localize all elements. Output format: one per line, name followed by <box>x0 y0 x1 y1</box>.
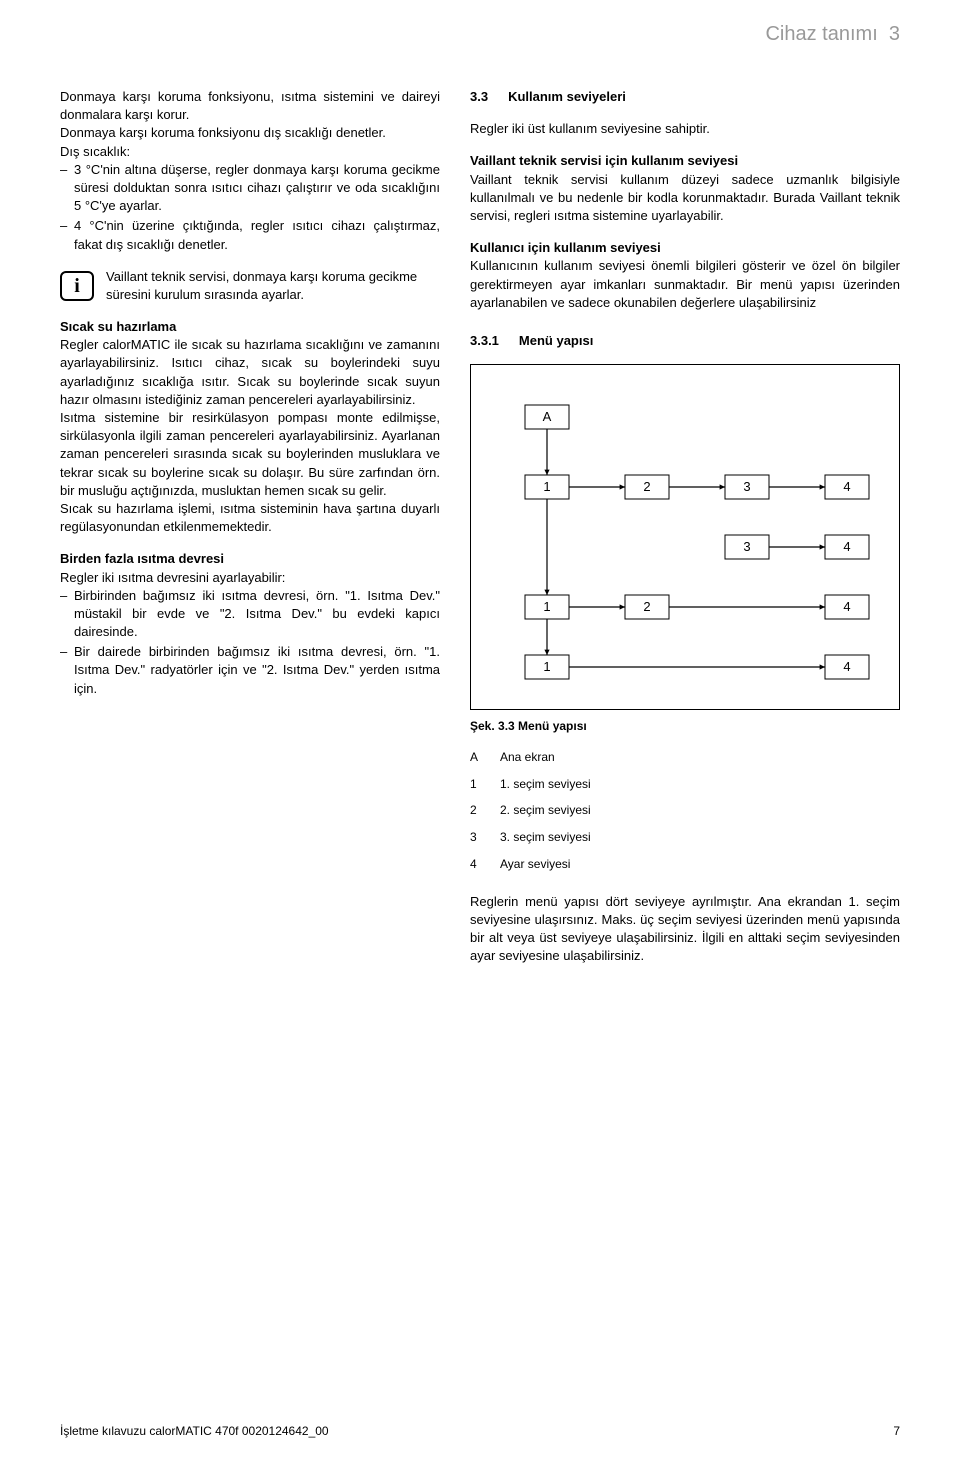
text: Birbirinden bağımsız iki ısıtma devresi,… <box>74 587 440 642</box>
text: Dış sıcaklık: <box>60 144 130 159</box>
text: Sıcak su hazırlama işlemi, ısıtma sistem… <box>60 501 440 534</box>
figure-caption: Şek. 3.3 Menü yapısı <box>470 718 900 735</box>
legend-row: 1 1. seçim seviyesi <box>470 776 900 793</box>
page-footer: İşletme kılavuzu calorMATIC 470f 0020124… <box>60 1423 900 1440</box>
info-text: Vaillant teknik servisi, donmaya karşı k… <box>106 268 440 304</box>
subheading: Vaillant teknik servisi için kullanım se… <box>470 152 900 170</box>
footer-page-num: 7 <box>893 1423 900 1440</box>
para: Donmaya karşı koruma fonksiyonu, ısıtma … <box>60 88 440 254</box>
dash: – <box>60 161 74 216</box>
legend-key: 1 <box>470 776 484 793</box>
legend-key: A <box>470 749 484 766</box>
svg-text:2: 2 <box>643 599 650 614</box>
section-heading: 3.3 Kullanım seviyeleri <box>470 88 900 106</box>
para: Birden fazla ısıtma devresi Regler iki ı… <box>60 550 440 698</box>
list-item: – Birbirinden bağımsız iki ısıtma devres… <box>60 587 440 642</box>
svg-text:4: 4 <box>843 599 850 614</box>
text: Donmaya karşı koruma fonksiyonu, ısıtma … <box>60 89 440 122</box>
svg-text:1: 1 <box>543 479 550 494</box>
legend-row: 3 3. seçim seviyesi <box>470 829 900 846</box>
svg-text:2: 2 <box>643 479 650 494</box>
dash: – <box>60 217 74 253</box>
para: Sıcak su hazırlama Regler calorMATIC ile… <box>60 318 440 536</box>
para: Regler iki üst kullanım seviyesine sahip… <box>470 120 900 138</box>
content-area: Donmaya karşı koruma fonksiyonu, ısıtma … <box>0 58 960 980</box>
dash: – <box>60 587 74 642</box>
legend-value: 1. seçim seviyesi <box>500 776 591 793</box>
para: Kullanıcı için kullanım seviyesi Kullanı… <box>470 239 900 312</box>
text: Donmaya karşı koruma fonksiyonu dış sıca… <box>60 125 386 140</box>
list-item: – 4 °C'nin üzerine çıktığında, regler ıs… <box>60 217 440 253</box>
legend-key: 3 <box>470 829 484 846</box>
legend-row: A Ana ekran <box>470 749 900 766</box>
para: Vaillant teknik servisi için kullanım se… <box>470 152 900 225</box>
diagram-svg: A 1 2 3 4 3 4 1 2 4 1 4 <box>485 385 885 695</box>
legend-value: 3. seçim seviyesi <box>500 829 591 846</box>
svg-text:A: A <box>543 409 552 424</box>
info-box: i Vaillant teknik servisi, donmaya karşı… <box>60 268 440 304</box>
legend-value: Ana ekran <box>500 749 555 766</box>
subheading: Birden fazla ısıtma devresi <box>60 550 440 568</box>
info-icon: i <box>60 271 94 301</box>
text: Regler iki ısıtma devresini ayarlayabili… <box>60 570 285 585</box>
text: Vaillant teknik servisi kullanım düzeyi … <box>470 172 900 223</box>
text: 4 °C'nin üzerine çıktığında, regler ısıt… <box>74 217 440 253</box>
para: Reglerin menü yapısı dört seviyeye ayrıl… <box>470 893 900 966</box>
section-num: 3.3 <box>470 88 488 106</box>
svg-text:3: 3 <box>743 479 750 494</box>
text: Kullanıcının kullanım seviyesi önemli bi… <box>470 258 900 309</box>
list-item: – Bir dairede birbirinden bağımsız iki ı… <box>60 643 440 698</box>
svg-text:3: 3 <box>743 539 750 554</box>
svg-text:4: 4 <box>843 659 850 674</box>
svg-text:4: 4 <box>843 539 850 554</box>
legend-key: 2 <box>470 802 484 819</box>
text: Isıtma sistemine bir resirkülasyon pompa… <box>60 410 440 498</box>
diagram-legend: A Ana ekran 1 1. seçim seviyesi 2 2. seçim se… <box>470 749 900 873</box>
right-column: 3.3 Kullanım seviyeleri Regler iki üst k… <box>470 88 900 980</box>
svg-text:1: 1 <box>543 659 550 674</box>
text: Bir dairede birbirinden bağımsız iki ısı… <box>74 643 440 698</box>
dash: – <box>60 643 74 698</box>
left-column: Donmaya karşı koruma fonksiyonu, ısıtma … <box>60 88 440 980</box>
list-item: – 3 °C'nin altına düşerse, regler donmay… <box>60 161 440 216</box>
subheading: Sıcak su hazırlama <box>60 318 440 336</box>
text: Regler calorMATIC ile sıcak su hazırlama… <box>60 337 440 407</box>
section-title: Menü yapısı <box>519 332 593 350</box>
legend-row: 4 Ayar seviyesi <box>470 856 900 873</box>
section-heading: 3.3.1 Menü yapısı <box>470 332 900 350</box>
svg-text:4: 4 <box>843 479 850 494</box>
section-title: Kullanım seviyeleri <box>508 88 626 106</box>
legend-row: 2 2. seçim seviyesi <box>470 802 900 819</box>
menu-structure-diagram: A 1 2 3 4 3 4 1 2 4 1 4 <box>470 364 900 710</box>
text: 3 °C'nin altına düşerse, regler donmaya … <box>74 161 440 216</box>
running-header: Cihaz tanımı 3 <box>0 0 960 58</box>
header-title: Cihaz tanımı <box>765 23 877 45</box>
footer-left: İşletme kılavuzu calorMATIC 470f 0020124… <box>60 1423 329 1440</box>
legend-value: Ayar seviyesi <box>500 856 570 873</box>
svg-text:1: 1 <box>543 599 550 614</box>
section-num: 3.3.1 <box>470 332 499 350</box>
legend-value: 2. seçim seviyesi <box>500 802 591 819</box>
subheading: Kullanıcı için kullanım seviyesi <box>470 239 900 257</box>
legend-key: 4 <box>470 856 484 873</box>
header-num: 3 <box>889 23 900 45</box>
